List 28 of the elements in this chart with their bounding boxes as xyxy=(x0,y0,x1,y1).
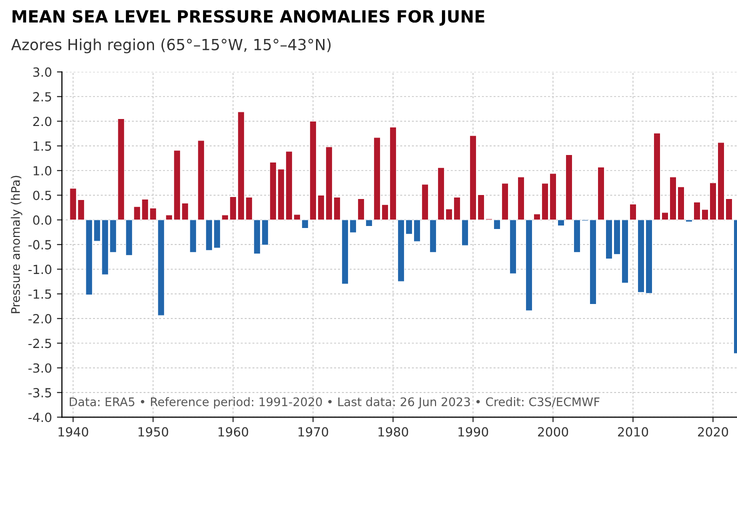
y-tick-label: -2.5 xyxy=(28,338,52,348)
y-tick-label: 1.5 xyxy=(34,142,52,151)
y-axis-title: Pressure anomaly (hPa) xyxy=(10,176,22,314)
y-tick-label: 0.0 xyxy=(33,215,52,225)
y-tick-label: -1.5 xyxy=(28,290,52,299)
chart-title: MEAN SEA LEVEL PRESSURE ANOMALIES FOR JUNE xyxy=(12,10,484,26)
y-tick-label: -1.0 xyxy=(28,264,52,274)
y-tick-label: -2.0 xyxy=(28,314,52,324)
y-tick-label: -3.5 xyxy=(28,388,52,398)
y-tick-label: -3.0 xyxy=(28,363,52,373)
y-tick-label: 1.0 xyxy=(34,166,52,176)
x-tick-label: 1960 xyxy=(218,427,248,437)
x-tick-label: 1990 xyxy=(458,427,488,437)
x-tick-label: 2020 xyxy=(698,427,728,437)
x-tick-label: 1940 xyxy=(58,427,88,437)
x-tick-label: 1970 xyxy=(298,427,328,437)
x-tick-label: 1980 xyxy=(378,427,408,437)
x-tick-label: 2000 xyxy=(538,427,568,437)
y-tick-label: -4.0 xyxy=(28,412,52,422)
chart-subtitle: Azores High region (65°–15°W, 15°–43°N) xyxy=(11,38,331,54)
y-tick-label: 3.0 xyxy=(33,67,52,77)
y-tick-label: 2.5 xyxy=(33,92,52,102)
y-tick-label: 2.0 xyxy=(33,116,52,126)
y-tick-label: -0.5 xyxy=(28,240,52,250)
x-tick-label: 2010 xyxy=(618,427,648,437)
y-tick-label: 0.5 xyxy=(33,190,52,200)
annotation: Data: ERA5 • Reference period: 1991-2020 • Last data: 26 Jun 2023 • Credit: C3S/ECMWF xyxy=(70,397,600,409)
x-tick-label: 1950 xyxy=(138,427,168,437)
